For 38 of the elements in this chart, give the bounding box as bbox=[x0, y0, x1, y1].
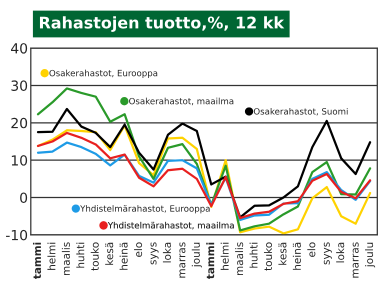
y-tick-label: 40 bbox=[11, 43, 28, 54]
x-tick-label: loka bbox=[162, 242, 171, 262]
x-tick-label: heinä bbox=[120, 242, 128, 270]
x-tick-label: maalis bbox=[235, 242, 244, 276]
y-tick-label: 20 bbox=[11, 118, 28, 128]
x-tick-label: joulu bbox=[365, 242, 376, 268]
x-tick-label: touko bbox=[264, 242, 272, 271]
x-tick-label: marras bbox=[179, 242, 186, 278]
x-tick-label: marras bbox=[352, 242, 359, 278]
x-tick-label: tammi bbox=[32, 242, 42, 279]
legend-label: Yhdistelmärahastot, maailma bbox=[108, 222, 234, 230]
x-tick-label: kesä bbox=[278, 242, 286, 265]
x-tick-label: kesä bbox=[105, 242, 114, 265]
line-series bbox=[36, 87, 372, 232]
legend-label: Osakerahastot, Suomi bbox=[254, 108, 348, 116]
x-tick-label: syys bbox=[150, 242, 159, 264]
legend-label: Osakerahastot, maailma bbox=[129, 98, 234, 106]
x-tick-label: loka bbox=[336, 242, 344, 262]
y-tick-label: 30 bbox=[11, 80, 28, 91]
legend-label: Osakerahastot, Eurooppa bbox=[49, 70, 158, 78]
x-tick-label: helmi bbox=[47, 242, 56, 270]
x-tick-label: maalis bbox=[62, 242, 70, 276]
y-tick-label: -10 bbox=[6, 230, 28, 240]
line-series bbox=[36, 108, 372, 218]
x-tick-label: huhti bbox=[76, 242, 84, 268]
x-tick-label: elo bbox=[134, 242, 142, 257]
y-tick-label: 0 bbox=[20, 192, 28, 204]
x-tick-label: tammi bbox=[206, 242, 214, 279]
x-tick-label: touko bbox=[90, 242, 99, 271]
x-tick-label: syys bbox=[324, 242, 332, 264]
x-tick-label: joulu bbox=[192, 242, 202, 268]
chart-title: Rahastojen tuotto,%, 12 kk bbox=[40, 16, 284, 32]
x-tick-label: helmi bbox=[220, 242, 229, 270]
y-tick-label: 10 bbox=[12, 155, 28, 166]
legend-label: Yhdistelmärahastot, Eurooppa bbox=[80, 205, 210, 214]
x-tick-label: heinä bbox=[292, 242, 301, 270]
x-tick-label: huhti bbox=[250, 242, 258, 268]
x-tick-label: elo bbox=[307, 242, 316, 257]
